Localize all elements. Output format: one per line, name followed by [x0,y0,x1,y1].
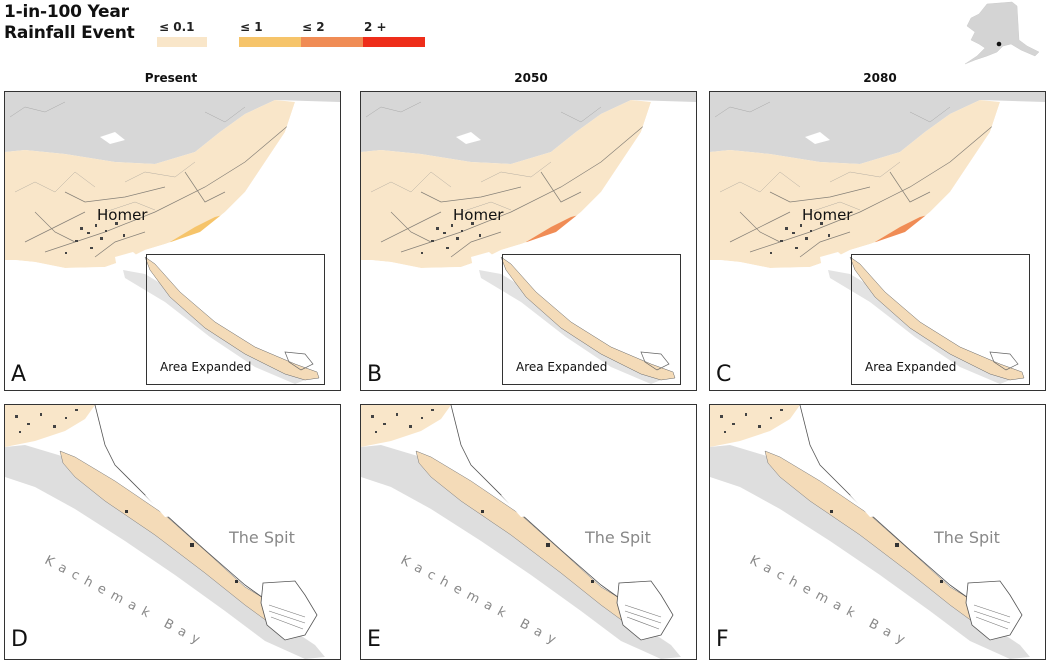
legend-swatch-1 [239,37,301,47]
overview-map-panel-b: Homer Area Expanded B [360,91,697,391]
overview-map-panel-c: Homer Area Expanded C [709,91,1046,391]
panel-letter: F [716,627,729,652]
area-expanded-label: Area Expanded [160,360,252,374]
expanded-map-panel-f: The Spit Kachemak Bay F [709,404,1046,660]
column-title-2050: 2050 [514,71,548,85]
legend-label-0: ≤ 0.1 [159,20,195,34]
area-expanded-box [146,254,325,385]
expanded-map-panel-d: The Spit Kachemak Bay D [4,404,341,660]
expanded-map [361,405,681,659]
area-expanded-box [502,254,681,385]
expanded-map [5,405,325,659]
legend-title-line2: Rainfall Event [4,23,135,43]
alaska-inset-map [964,1,1040,65]
legend-swatch-2 [301,37,363,47]
legend-swatch-3 [363,37,425,47]
expanded-map [710,405,1030,659]
homer-label: Homer [802,206,853,224]
spit-label: The Spit [934,528,1000,547]
panel-letter: C [716,362,732,387]
panel-letter: B [367,362,383,387]
spit-label: The Spit [229,528,295,547]
legend-title-line1: 1-in-100 Year [4,2,129,22]
area-expanded-label: Area Expanded [865,360,957,374]
legend-title: 1-in-100 Year Rainfall Event [4,2,135,44]
homer-location-marker [996,41,1002,47]
overview-map [5,92,340,390]
legend-label-1: ≤ 1 [240,20,263,34]
homer-label: Homer [97,206,148,224]
legend-swatch-0 [157,37,207,47]
area-expanded-box [851,254,1030,385]
expanded-map-panel-e: The Spit Kachemak Bay E [360,404,697,660]
spit-label: The Spit [585,528,651,547]
overview-map [710,92,1045,390]
panel-letter: E [367,627,381,652]
overview-map [361,92,696,390]
legend-label-2: ≤ 2 [302,20,325,34]
panel-letter: A [11,362,27,387]
column-title-present: Present [144,71,198,85]
legend-label-3: 2 + [364,20,387,34]
column-title-2080: 2080 [863,71,897,85]
homer-label: Homer [453,206,504,224]
area-expanded-label: Area Expanded [516,360,608,374]
overview-map-panel-a: Homer Area Expanded A [4,91,341,391]
panel-letter: D [11,627,28,652]
